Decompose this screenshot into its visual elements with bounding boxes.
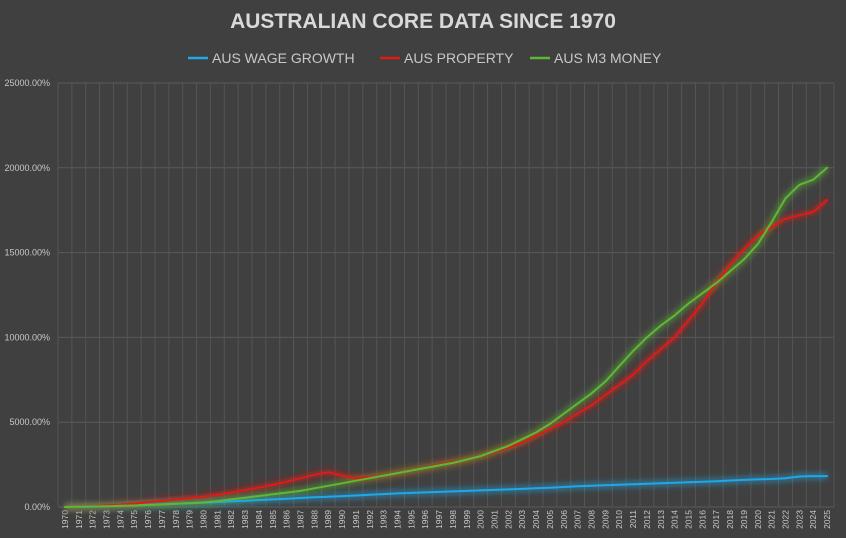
x-tick-label: 1994 [393, 510, 403, 529]
x-tick-label: 2017 [711, 510, 721, 529]
x-tick-label: 1989 [323, 510, 333, 529]
x-tick-label: 1985 [268, 510, 278, 529]
x-tick-label: 1992 [365, 510, 375, 529]
y-axis-ticks: 0.00% 5000.00% 10000.00% 15000.00% 20000.00%… [4, 78, 50, 512]
x-tick-label: 1996 [420, 510, 430, 529]
x-tick-label: 2019 [739, 510, 749, 529]
x-tick-label: 1986 [282, 510, 292, 529]
series-lines [63, 166, 829, 508]
x-tick-label: 1980 [199, 510, 209, 529]
x-tick-label: 2006 [559, 510, 569, 529]
x-tick-label: 2001 [490, 510, 500, 529]
x-tick-label: 1974 [115, 510, 125, 529]
x-tick-label: 1973 [102, 510, 112, 529]
x-tick-label: 1981 [212, 510, 222, 529]
x-tick-label: 1993 [379, 510, 389, 529]
x-tick-label: 1983 [240, 510, 250, 529]
x-tick-label: 2018 [725, 510, 735, 529]
x-tick-label: 1979 [185, 510, 195, 529]
x-tick-label: 2022 [781, 510, 791, 529]
x-tick-label: 2025 [822, 510, 832, 529]
x-axis-ticks: 1970 1971 1972 1973 1974 1975 1976 1977 1978 1979… [60, 510, 832, 529]
x-tick-label: 2023 [794, 510, 804, 529]
x-tick-label: 1995 [406, 510, 416, 529]
x-tick-label: 2021 [767, 510, 777, 529]
chart-title: AUSTRALIAN CORE DATA SINCE 1970 [230, 10, 616, 33]
x-tick-label: 1982 [226, 510, 236, 529]
series-line-aus-m3-money [63, 166, 829, 508]
x-tick-label: 1984 [254, 510, 264, 529]
x-tick-label: 2024 [808, 510, 818, 529]
x-tick-label: 2002 [503, 510, 513, 529]
x-tick-label: 2005 [545, 510, 555, 529]
y-tick-label: 25000.00% [4, 78, 50, 88]
x-tick-label: 1972 [88, 510, 98, 529]
x-tick-label: 2014 [670, 510, 680, 529]
x-tick-label: 2004 [531, 510, 541, 529]
x-tick-label: 2015 [684, 510, 694, 529]
x-tick-label: 1970 [60, 510, 70, 529]
legend-label-aus-property: AUS PROPERTY [404, 50, 514, 66]
y-tick-label: 20000.00% [4, 163, 50, 173]
y-tick-label: 15000.00% [4, 248, 50, 258]
x-tick-label: 1991 [351, 510, 361, 529]
y-tick-label: 0.00% [24, 502, 50, 512]
x-tick-label: 1978 [171, 510, 181, 529]
chart-legend: AUS WAGE GROWTH AUS PROPERTY AUS M3 MONEY [188, 50, 662, 66]
x-tick-label: 1998 [448, 510, 458, 529]
x-tick-label: 1987 [296, 510, 306, 529]
x-tick-label: 1988 [309, 510, 319, 529]
x-tick-label: 2010 [614, 510, 624, 529]
x-tick-label: 1975 [129, 510, 139, 529]
legend-label-aus-m3-money: AUS M3 MONEY [554, 50, 662, 66]
x-tick-label: 1990 [337, 510, 347, 529]
x-tick-label: 2009 [600, 510, 610, 529]
x-tick-label: 2008 [587, 510, 597, 529]
x-tick-label: 2012 [642, 510, 652, 529]
y-tick-label: 10000.00% [4, 332, 50, 342]
x-tick-label: 1999 [462, 510, 472, 529]
x-tick-label: 2013 [656, 510, 666, 529]
x-tick-label: 2016 [697, 510, 707, 529]
y-tick-label: 5000.00% [9, 417, 50, 427]
legend-label-aus-wage-growth: AUS WAGE GROWTH [212, 50, 355, 66]
x-tick-label: 1971 [74, 510, 84, 529]
x-tick-label: 2007 [573, 510, 583, 529]
x-tick-label: 1976 [143, 510, 153, 529]
x-tick-label: 2003 [517, 510, 527, 529]
x-tick-label: 1977 [157, 510, 167, 529]
x-tick-label: 2020 [753, 510, 763, 529]
x-tick-label: 1997 [434, 510, 444, 529]
x-tick-label: 2011 [628, 510, 638, 529]
x-tick-label: 2000 [476, 510, 486, 529]
